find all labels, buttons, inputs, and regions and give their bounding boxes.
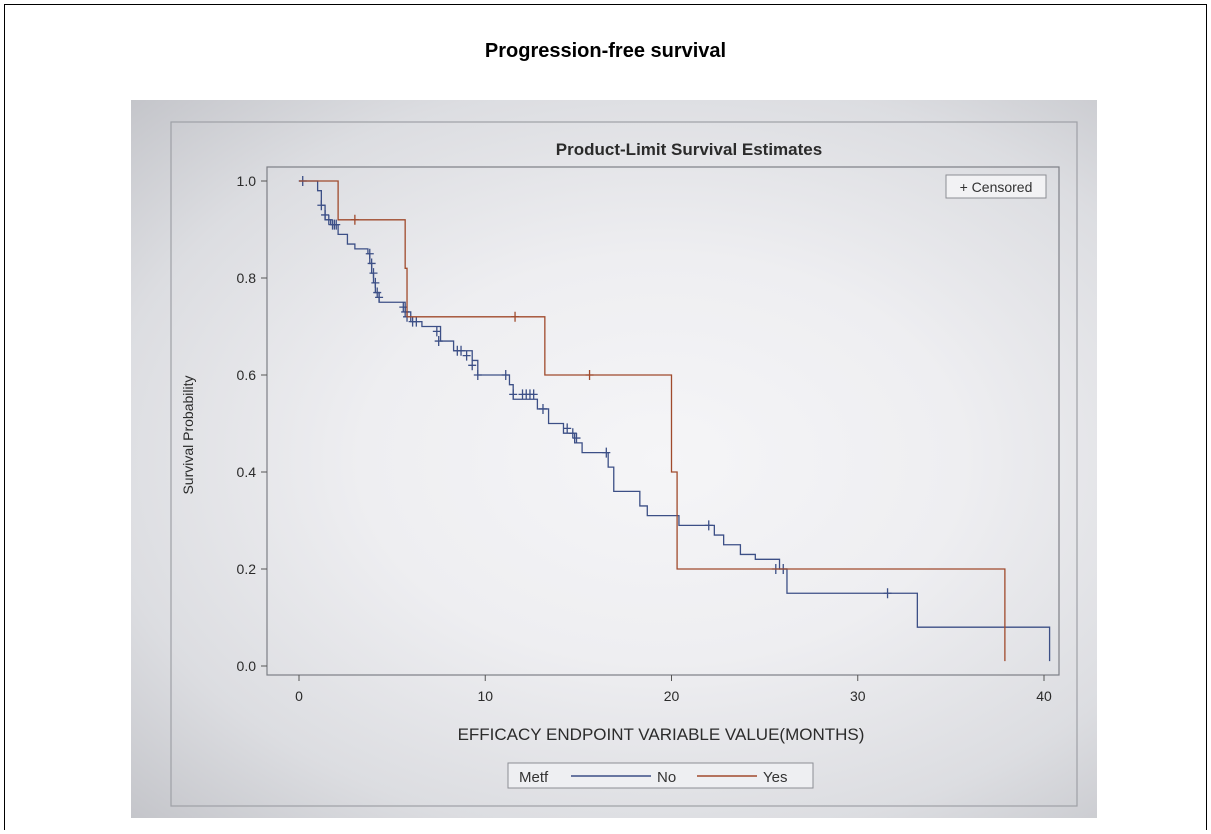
- censor-mark: [704, 520, 713, 531]
- y-axis-label: Survival Probability: [180, 375, 196, 494]
- plot-area: [266, 166, 1060, 676]
- censor-mark: [602, 447, 611, 458]
- censored-legend-label: + Censored: [960, 179, 1033, 195]
- series-yes: [299, 180, 1006, 662]
- x-tick-label: 20: [664, 688, 680, 704]
- censor-mark: [585, 370, 594, 380]
- chart-outer-border: [170, 121, 1078, 807]
- censor-mark: [568, 428, 577, 439]
- x-tick-label: 30: [850, 688, 866, 704]
- survival-chart: Product-Limit Survival Estimates + Censo…: [170, 121, 1078, 807]
- censor-mark: [317, 200, 326, 211]
- censor-mark: [375, 292, 384, 303]
- censor-mark: [563, 423, 572, 434]
- legend-title: Metf: [519, 769, 549, 786]
- censor-mark: [369, 268, 378, 279]
- censor-mark: [538, 403, 547, 414]
- censor-mark: [324, 214, 333, 225]
- y-tick-label: 0.2: [237, 561, 257, 577]
- x-tick-label: 40: [1036, 688, 1052, 704]
- censor-mark: [511, 311, 520, 322]
- censor-mark: [321, 209, 330, 220]
- censor-mark: [373, 287, 382, 298]
- censored-legend: + Censored: [945, 174, 1047, 199]
- chart-title: Product-Limit Survival Estimates: [556, 140, 822, 159]
- censor-mark: [883, 588, 892, 599]
- censor-mark: [457, 345, 466, 356]
- chart-photo: Product-Limit Survival Estimates + Censo…: [131, 100, 1097, 818]
- censor-mark: [332, 219, 341, 230]
- series-legend-box: [507, 762, 814, 789]
- legend-label-no: No: [657, 769, 676, 786]
- censor-mark: [468, 360, 477, 371]
- censor-mark: [473, 370, 482, 380]
- censor-mark: [399, 302, 408, 313]
- censor-mark: [367, 258, 376, 269]
- censored-legend-box: [945, 174, 1047, 199]
- y-tick-label: 0.4: [237, 464, 257, 480]
- censor-mark: [412, 316, 421, 327]
- legend-label-yes: Yes: [763, 769, 787, 786]
- x-axis-label: EFFICACY ENDPOINT VARIABLE VALUE(MONTHS): [458, 725, 865, 744]
- censor-mark: [432, 326, 441, 337]
- series-layer: [298, 176, 1051, 662]
- censor-mark: [529, 389, 538, 400]
- series-no: [298, 176, 1051, 662]
- y-tick-label: 0.0: [237, 658, 257, 674]
- x-tick-label: 10: [477, 688, 493, 704]
- censor-mark: [501, 370, 510, 380]
- censor-mark: [365, 248, 374, 259]
- y-tick-label: 1.0: [237, 173, 257, 189]
- x-tick-label: 0: [295, 688, 303, 704]
- censor-mark: [509, 389, 518, 400]
- survival-curve-yes: [299, 180, 1006, 662]
- censor-mark: [462, 350, 471, 361]
- censor-mark: [371, 277, 380, 288]
- page-title: Progression-free survival: [484, 40, 727, 62]
- series-legend: Metf No Yes: [507, 762, 814, 789]
- y-axis: 0.0 0.2 0.4 0.6 0.8 1.0: [237, 173, 267, 674]
- y-tick-label: 0.6: [237, 367, 257, 383]
- censor-mark: [434, 336, 443, 347]
- y-tick-label: 0.8: [237, 270, 257, 286]
- censor-mark: [350, 214, 359, 225]
- page-frame: [4, 4, 1207, 830]
- survival-curve-no: [299, 180, 1051, 662]
- x-axis: 0 10 20 30 40: [295, 675, 1052, 704]
- censor-mark: [401, 306, 410, 317]
- censor-mark: [572, 433, 581, 444]
